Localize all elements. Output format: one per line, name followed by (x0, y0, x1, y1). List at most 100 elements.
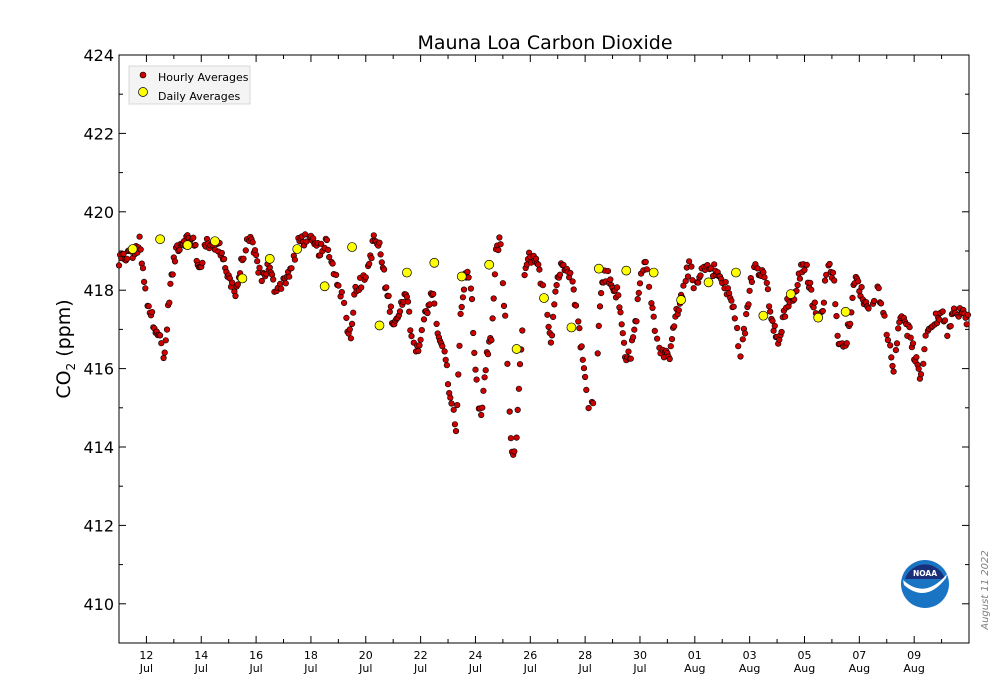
hourly-point (171, 258, 179, 265)
x-tick-label: 14 (194, 649, 208, 662)
hourly-point (771, 322, 778, 330)
hourly-point (145, 303, 152, 310)
hourly-point (671, 323, 678, 330)
hourly-point (906, 324, 913, 331)
y-tick-label: 412 (83, 516, 114, 535)
hourly-point (733, 324, 741, 332)
hourly-point (335, 282, 342, 289)
hourly-point (278, 285, 285, 292)
hourly-point (741, 330, 749, 337)
hourly-point (650, 313, 657, 320)
x-tick-label: 20 (359, 649, 373, 662)
hourly-point (443, 362, 451, 369)
hourly-point (482, 367, 489, 374)
plot-area (118, 54, 970, 644)
hourly-point (585, 405, 592, 412)
hourly-point (688, 263, 695, 270)
hourly-point (778, 328, 785, 336)
hourly-point (383, 284, 390, 291)
hourly-point (386, 308, 393, 315)
daily-point (182, 240, 193, 250)
hourly-point (763, 279, 770, 287)
x-tick-label: 03 (743, 649, 757, 662)
hourly-point (468, 296, 476, 303)
hourly-point (556, 271, 564, 278)
hourly-point (480, 387, 487, 394)
daily-point (402, 267, 412, 278)
hourly-point (258, 277, 265, 285)
x-tick-month-label: Jul (632, 662, 646, 675)
daily-point (347, 242, 357, 252)
hourly-point (808, 286, 815, 293)
hourly-point (649, 304, 656, 312)
y-axis-label-main: CO (53, 370, 75, 398)
hourly-point (242, 247, 249, 254)
daily-point (840, 306, 851, 317)
hourly-point (745, 301, 752, 308)
hourly-point (915, 365, 922, 372)
daily-point (621, 265, 632, 276)
hourly-point (417, 336, 424, 343)
hourly-point (909, 340, 917, 347)
daily-point (813, 312, 824, 323)
hourly-point (451, 421, 459, 428)
hourly-point (347, 335, 355, 342)
x-tick-month-label: Jul (303, 662, 317, 675)
hourly-point (516, 361, 524, 368)
hourly-point (883, 331, 890, 338)
x-tick-label: 24 (468, 649, 482, 662)
hourly-point (875, 285, 882, 292)
noaa-logo: NOAA (901, 560, 949, 608)
hourly-point (803, 261, 810, 269)
hourly-point (448, 400, 455, 407)
hourly-point (166, 299, 173, 306)
hourly-point (607, 276, 614, 283)
hourly-point (349, 320, 356, 328)
hourly-point (826, 260, 833, 268)
hourly-point (407, 327, 414, 334)
hourly-point (643, 266, 650, 273)
hourly-point (697, 272, 704, 279)
hourly-point (633, 318, 640, 325)
hourly-point (136, 233, 143, 240)
hourly-point (515, 385, 523, 392)
hourly-point (941, 317, 949, 324)
hourly-point (615, 292, 622, 299)
y-tick-label: 416 (83, 360, 114, 379)
hourly-point (570, 286, 577, 293)
hourly-point (329, 260, 336, 267)
hourly-point (158, 340, 165, 347)
hourly-point (232, 292, 239, 300)
legend-daily-label: Daily Averages (158, 90, 241, 103)
hourly-point (221, 255, 228, 263)
hourly-point (513, 434, 520, 441)
hourly-point (627, 355, 634, 362)
hourly-point (580, 365, 588, 372)
hourly-point (743, 311, 750, 318)
hourly-point (847, 320, 854, 328)
hourly-point (457, 310, 464, 318)
hourly-point (642, 258, 649, 266)
hourly-point (581, 373, 589, 381)
hourly-point (415, 347, 422, 355)
hourly-point (253, 251, 260, 259)
x-tick-label: 18 (304, 649, 318, 662)
hourly-point (282, 280, 289, 287)
x-tick-label: 30 (633, 649, 647, 662)
hourly-point (149, 309, 156, 316)
hourly-point (424, 309, 431, 317)
hourly-point (291, 256, 299, 263)
hourly-point (408, 333, 415, 340)
x-tick-month-label: Jul (194, 662, 208, 675)
x-tick-label: 01 (688, 649, 702, 662)
hourly-point (488, 337, 495, 344)
hourly-point (685, 258, 693, 265)
hourly-point (617, 309, 624, 316)
hourly-point (444, 381, 452, 388)
x-tick-label: 16 (249, 649, 263, 662)
hourly-point (583, 386, 590, 394)
hourly-point (651, 327, 658, 335)
hourly-point (618, 321, 625, 328)
daily-point (676, 295, 686, 305)
